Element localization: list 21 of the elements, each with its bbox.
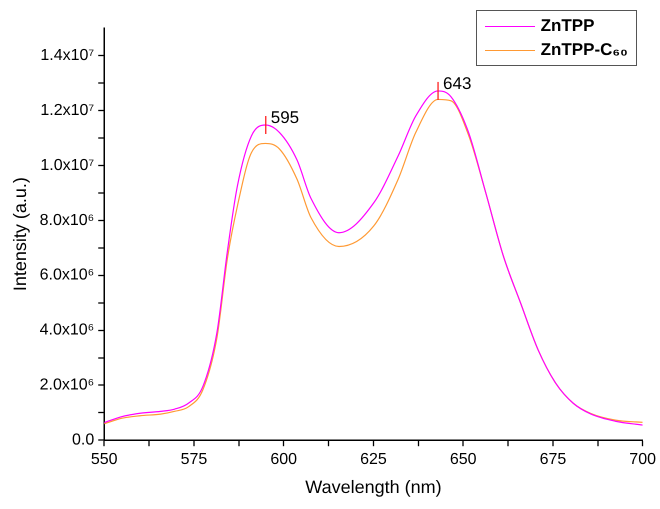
x-tick-label: 700 <box>629 451 656 468</box>
legend-label: ZnTPP <box>540 16 594 36</box>
y-tick-label: 6.0x10⁶ <box>40 266 94 284</box>
x-axis-title: Wavelength (nm) <box>305 477 442 498</box>
y-tick-label: 2.0x10⁶ <box>40 376 94 394</box>
annotation: 643 <box>443 74 472 94</box>
y-tick-label: 8.0x10⁶ <box>40 212 94 229</box>
legend-label: ZnTPP-C₆₀ <box>540 40 628 60</box>
x-tick-label: 575 <box>180 451 208 468</box>
y-tick-label: 1.2x10⁷ <box>40 102 94 119</box>
y-tick-label: 0.0 <box>72 432 94 449</box>
y-tick-label: 4.0x10⁶ <box>40 322 94 339</box>
x-tick-label: 550 <box>90 451 118 468</box>
annotation: 595 <box>270 108 300 128</box>
x-tick-label: 600 <box>270 451 298 468</box>
y-tick-label: 1.0x10⁷ <box>40 156 94 174</box>
x-tick-label: 650 <box>450 451 477 468</box>
y-tick-label: 1.4x10⁷ <box>40 46 94 64</box>
x-tick-label: 675 <box>540 451 566 468</box>
y-axis-title: Intensity (a.u.) <box>10 177 30 292</box>
x-tick-label: 625 <box>360 451 387 468</box>
